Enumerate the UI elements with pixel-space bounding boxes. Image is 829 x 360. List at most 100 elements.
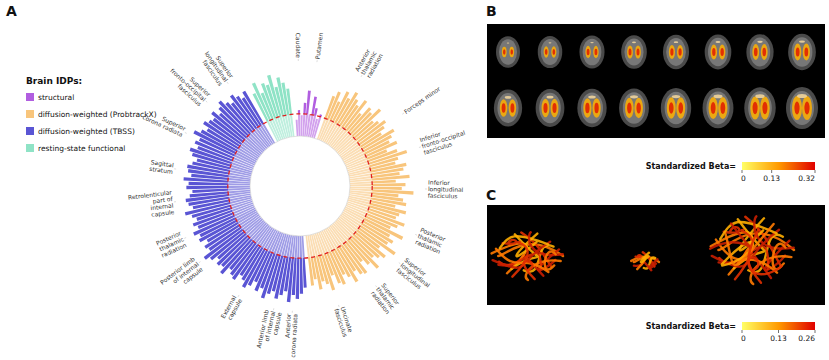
effect-blob [585, 46, 590, 58]
label-line: fasciculus [423, 140, 453, 156]
legend-swatch [26, 144, 34, 152]
effect-blob [509, 99, 517, 117]
slice-white-matter [624, 38, 643, 65]
effect-blob [509, 47, 514, 58]
colorbar [742, 322, 815, 330]
category-label: Anteriorthalamicradiation [353, 46, 384, 79]
panel-title: B [486, 3, 497, 19]
leader-line [273, 308, 274, 310]
slice-white-matter [665, 92, 688, 124]
effect-blob [750, 96, 760, 119]
callosum [674, 41, 679, 43]
category-label: Anteriorcorona radiata [282, 313, 298, 358]
category-label: Posteriorthalamicradiation [155, 229, 188, 259]
slice-white-matter [706, 92, 729, 125]
tract [545, 252, 556, 270]
label-line: Caudate [295, 33, 302, 59]
label-line: radiation [365, 52, 384, 79]
category-label: Uncinatefasciculus [333, 306, 355, 338]
callosum [757, 41, 763, 43]
label-line: corona radiata [289, 313, 299, 357]
leader-line [316, 60, 317, 62]
category-label: Retrolenticularpart ofinternalcapsule [128, 188, 176, 221]
slice-white-matter [623, 92, 645, 124]
category-label: Superiorthalamicradiation [370, 282, 402, 316]
effect-blob [592, 98, 600, 118]
effect-blob [802, 96, 812, 120]
effect-blob [625, 98, 634, 118]
effect-core [594, 103, 598, 114]
leader-line [419, 146, 421, 148]
leader-line [399, 263, 401, 264]
effect-core [796, 48, 800, 57]
effect-blob [711, 45, 718, 60]
slice [705, 35, 732, 70]
category-label: Superiorlongitudinalfasciculus [198, 46, 235, 87]
tract [500, 236, 548, 248]
effect-blob [752, 44, 759, 60]
category-label: Inferiorlongitudinalfasciculus [428, 179, 464, 200]
effect-blob [634, 98, 643, 118]
legend-swatch [26, 110, 34, 118]
leader-line [199, 262, 201, 263]
slice [746, 34, 773, 70]
slice [786, 87, 818, 129]
callosum [799, 40, 805, 42]
effect-core [628, 49, 631, 56]
label-line: fasciculus [177, 82, 204, 107]
figure: ACaudatePutamenAnteriorthalamicradiation… [0, 0, 829, 360]
category-labels: CaudatePutamenAnteriorthalamicradiationF… [128, 32, 469, 358]
label-line: radiation [414, 238, 442, 255]
callosum [547, 96, 554, 99]
effect-blob [583, 98, 591, 118]
category-label: Inferiorfronto-occipitalfasciculus [419, 123, 469, 156]
tract [512, 242, 527, 277]
panel-title: C [486, 187, 496, 203]
category-label: Posteriorthalamicradiation [414, 226, 447, 255]
label-line: fasciculus [428, 192, 458, 200]
leader-line [361, 75, 363, 77]
leader-line [298, 59, 299, 61]
effect-blob [760, 96, 770, 119]
colorbar-tick-label: 0 [741, 174, 746, 183]
legend-swatch [26, 127, 34, 135]
label-line: capsule [226, 297, 244, 321]
legend-label: diffusion-weighted (TBSS) [38, 127, 135, 136]
effect-blob [669, 45, 675, 59]
tract-rendering [487, 205, 825, 305]
colorbar-tick [815, 170, 816, 173]
leader-line [184, 237, 186, 239]
leader-line [206, 101, 207, 102]
callosum [630, 95, 638, 98]
tract [641, 253, 649, 262]
colorbar-tick-label: 0.32 [798, 174, 815, 183]
callosum [590, 42, 594, 43]
leader-line [185, 132, 187, 134]
label-line: radiation [370, 290, 392, 316]
effect-core [678, 48, 681, 56]
category-label: Anterior limbof internalcapsule [255, 309, 284, 352]
tract [748, 230, 781, 274]
colorbar-tick [815, 330, 816, 333]
slice [661, 88, 691, 128]
effect-core [552, 49, 555, 55]
label-line: Putamen [313, 32, 324, 60]
effect-core [804, 102, 809, 115]
slice [577, 89, 606, 128]
tract [710, 223, 751, 248]
effect-blob [635, 45, 641, 58]
effect-core [762, 48, 766, 57]
colorbar-label: Standardized Beta= [646, 322, 736, 331]
callosum [507, 43, 510, 44]
label-line: stratum [149, 165, 174, 175]
effect-core [720, 102, 725, 114]
bars [184, 75, 414, 302]
colorbar-tick-label: 0.13 [770, 334, 787, 343]
tract [529, 232, 563, 255]
tract [773, 244, 786, 270]
label-line: radiation [160, 241, 187, 259]
category-label: Posterior limbof internalcapsule [159, 255, 205, 297]
effect-core [711, 102, 716, 114]
tract [649, 259, 657, 268]
effect-core [585, 103, 589, 114]
